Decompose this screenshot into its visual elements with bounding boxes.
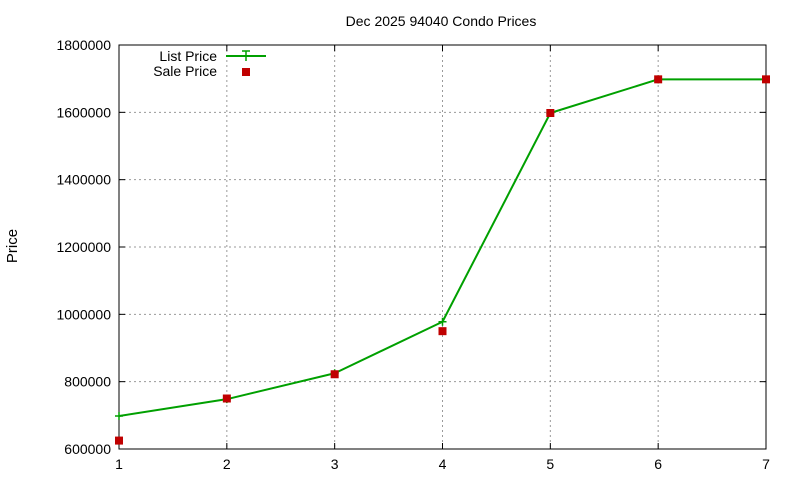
data-point-sale-price <box>762 75 770 84</box>
y-tick-label: 800000 <box>64 374 111 390</box>
data-point-sale-price <box>546 109 555 118</box>
data-point-sale-price <box>115 436 123 445</box>
y-tick-label: 1200000 <box>56 239 111 255</box>
legend-marker-list-price <box>242 50 250 61</box>
legend-label-list-price: List Price <box>159 48 217 64</box>
x-tick-label: 1 <box>115 456 123 472</box>
axis-ticks: 600000 800000 1000000 1200000 1400000 1600000… <box>56 37 770 472</box>
data-point-list-price <box>438 317 447 326</box>
legend: List Price Sale Price <box>153 48 266 79</box>
plot-frame <box>118 44 767 450</box>
x-tick-label: 7 <box>762 456 770 472</box>
chart-title: Dec 2025 94040 Condo Prices <box>346 13 537 29</box>
y-tick-label: 1000000 <box>56 306 111 322</box>
series <box>115 75 770 445</box>
y-tick-label: 600000 <box>64 441 111 457</box>
y-axis-label: Price <box>4 229 21 263</box>
x-tick-label: 4 <box>439 456 447 472</box>
data-point-sale-price <box>654 75 663 84</box>
data-point-list-price <box>115 412 123 421</box>
y-tick-label: 1600000 <box>56 104 111 120</box>
x-tick-label: 2 <box>223 456 231 472</box>
x-tick-label: 3 <box>331 456 339 472</box>
data-point-sale-price <box>222 394 231 403</box>
legend-label-sale-price: Sale Price <box>153 63 217 79</box>
y-tick-label: 1800000 <box>56 37 111 53</box>
y-tick-label: 1400000 <box>56 172 111 188</box>
grid <box>119 45 766 449</box>
data-point-sale-price <box>438 327 447 336</box>
x-tick-label: 5 <box>546 456 554 472</box>
legend-marker-sale-price <box>242 68 250 76</box>
x-tick-label: 6 <box>654 456 662 472</box>
data-point-sale-price <box>330 370 339 379</box>
